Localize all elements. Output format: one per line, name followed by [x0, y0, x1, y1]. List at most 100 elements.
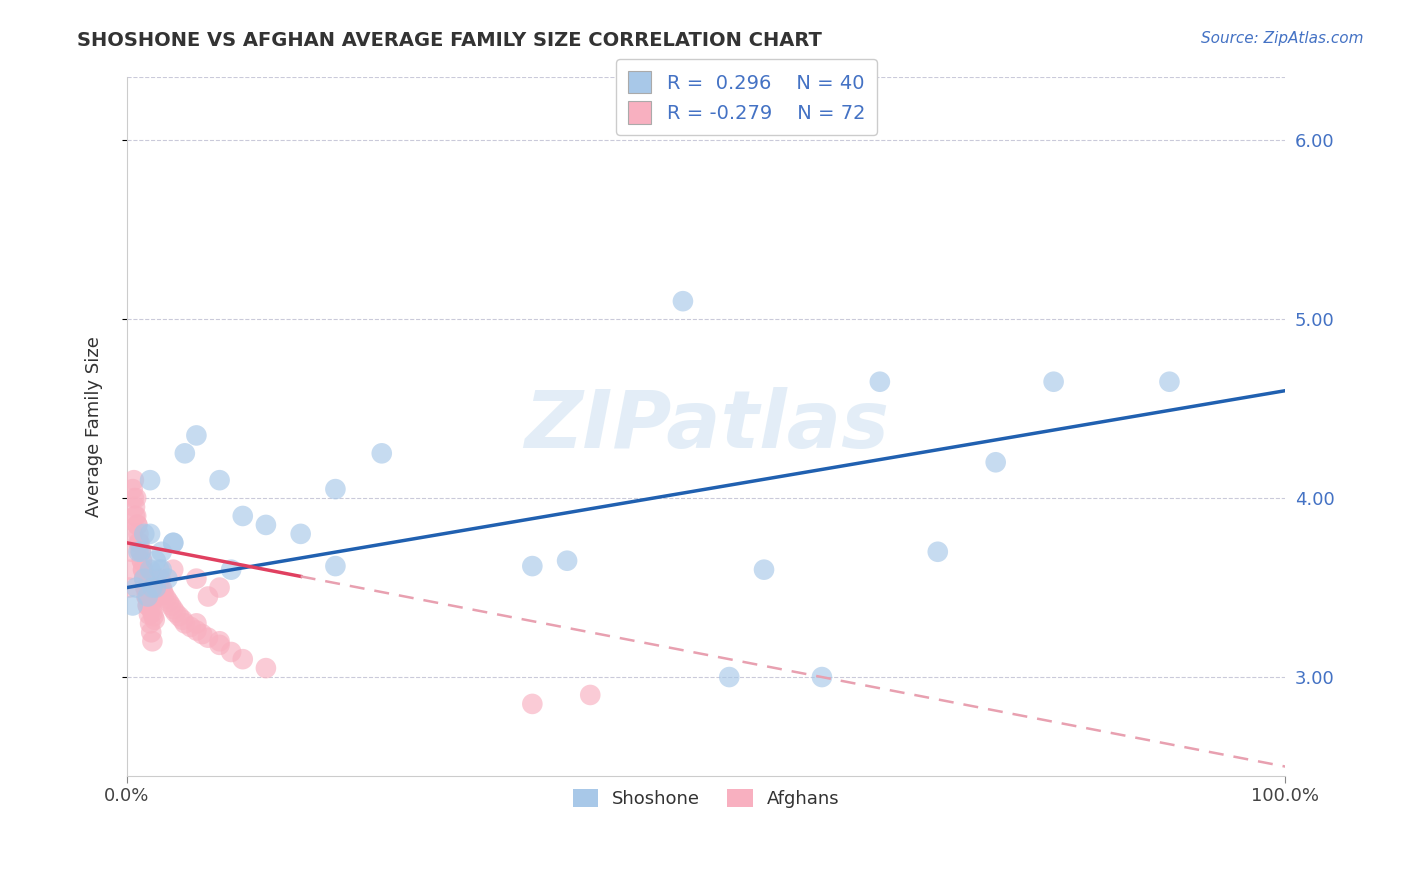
Point: [134, 572, 156, 586]
Point: [162, 536, 184, 550]
Point: [208, 581, 231, 595]
Point: [131, 554, 153, 568]
Legend: Shoshone, Afghans: Shoshone, Afghans: [565, 781, 846, 815]
Point: [134, 581, 156, 595]
Point: [129, 545, 152, 559]
Point: [165, 606, 187, 620]
Point: [127, 517, 149, 532]
Point: [219, 645, 242, 659]
Point: [142, 609, 165, 624]
Point: [120, 563, 142, 577]
Point: [197, 631, 219, 645]
Point: [135, 590, 157, 604]
Point: [869, 375, 891, 389]
Text: ZIPatlas: ZIPatlas: [523, 387, 889, 466]
Point: [371, 446, 394, 460]
Point: [718, 670, 741, 684]
Point: [124, 500, 146, 514]
Point: [152, 584, 174, 599]
Point: [153, 588, 176, 602]
Point: [138, 595, 160, 609]
Point: [125, 581, 148, 595]
Point: [134, 581, 156, 595]
Point: [135, 590, 157, 604]
Point: [143, 613, 166, 627]
Point: [232, 652, 254, 666]
Point: [1042, 375, 1064, 389]
Point: [180, 620, 202, 634]
Point: [156, 572, 179, 586]
Point: [145, 554, 167, 568]
Point: [141, 625, 163, 640]
Point: [927, 545, 949, 559]
Point: [132, 563, 155, 577]
Point: [121, 599, 143, 613]
Point: [173, 446, 195, 460]
Text: Source: ZipAtlas.com: Source: ZipAtlas.com: [1201, 31, 1364, 46]
Point: [173, 616, 195, 631]
Point: [128, 527, 150, 541]
Point: [136, 599, 159, 613]
Point: [141, 606, 163, 620]
Point: [208, 638, 231, 652]
Point: [811, 670, 834, 684]
Point: [134, 527, 156, 541]
Point: [139, 473, 162, 487]
Point: [150, 563, 173, 577]
Point: [522, 559, 544, 574]
Point: [121, 545, 143, 559]
Point: [134, 572, 156, 586]
Point: [191, 627, 214, 641]
Point: [139, 527, 162, 541]
Point: [124, 508, 146, 523]
Point: [128, 536, 150, 550]
Point: [139, 563, 162, 577]
Point: [232, 508, 254, 523]
Point: [1159, 375, 1181, 389]
Point: [139, 616, 162, 631]
Point: [162, 602, 184, 616]
Point: [290, 527, 312, 541]
Point: [579, 688, 602, 702]
Point: [522, 697, 544, 711]
Point: [127, 517, 149, 532]
Point: [150, 581, 173, 595]
Point: [125, 491, 148, 505]
Point: [219, 563, 242, 577]
Point: [752, 563, 775, 577]
Point: [128, 545, 150, 559]
Point: [208, 473, 231, 487]
Point: [148, 563, 170, 577]
Point: [129, 545, 152, 559]
Point: [125, 508, 148, 523]
Point: [118, 581, 141, 595]
Point: [325, 559, 347, 574]
Point: [129, 545, 152, 559]
Point: [146, 572, 169, 586]
Point: [149, 572, 172, 586]
Point: [208, 634, 231, 648]
Point: [672, 294, 695, 309]
Point: [186, 624, 208, 638]
Point: [254, 517, 277, 532]
Point: [128, 536, 150, 550]
Point: [121, 482, 143, 496]
Point: [167, 609, 190, 624]
Text: SHOSHONE VS AFGHAN AVERAGE FAMILY SIZE CORRELATION CHART: SHOSHONE VS AFGHAN AVERAGE FAMILY SIZE C…: [77, 31, 823, 50]
Point: [122, 473, 145, 487]
Point: [139, 599, 162, 613]
Point: [121, 527, 143, 541]
Point: [145, 581, 167, 595]
Point: [325, 482, 347, 496]
Point: [132, 563, 155, 577]
Point: [555, 554, 578, 568]
Point: [134, 572, 156, 586]
Point: [162, 563, 184, 577]
Point: [141, 581, 163, 595]
Point: [131, 554, 153, 568]
Point: [136, 590, 159, 604]
Point: [145, 581, 167, 595]
Point: [138, 607, 160, 622]
Y-axis label: Average Family Size: Average Family Size: [86, 336, 103, 516]
Point: [141, 634, 163, 648]
